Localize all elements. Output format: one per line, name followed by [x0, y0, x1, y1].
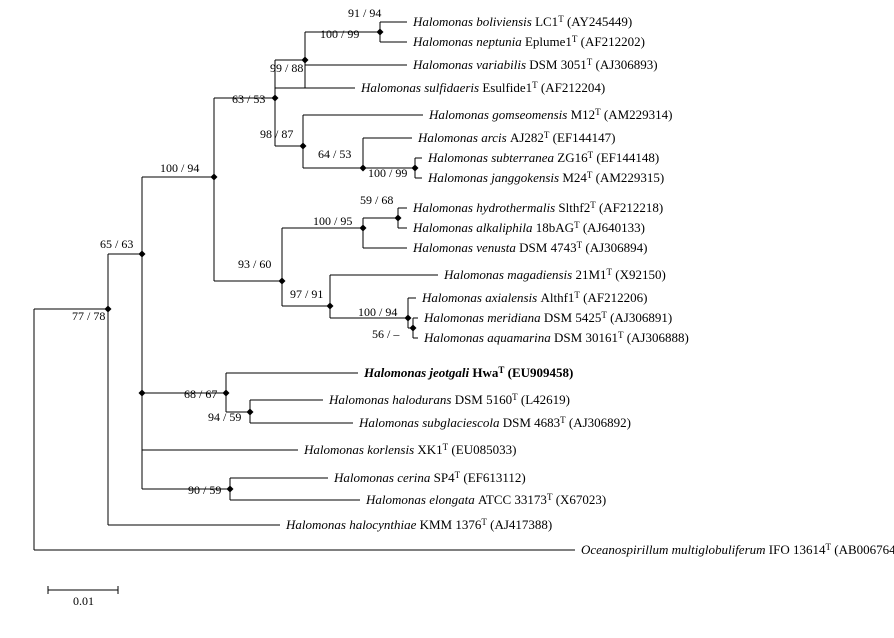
taxon-subterranea: Halomonas subterranea ZG16T (EF144148)	[427, 150, 659, 165]
bootstrap-label: 63 / 53	[232, 92, 265, 106]
taxon-halodurans: Halomonas halodurans DSM 5160T (L42619)	[328, 392, 570, 407]
taxon-gomseomensis: Halomonas gomseomensis M12T (AM229314)	[428, 107, 672, 122]
taxon-meridiana: Halomonas meridiana DSM 5425T (AJ306891)	[423, 310, 672, 325]
taxon-variabilis: Halomonas variabilis DSM 3051T (AJ306893…	[412, 57, 658, 72]
taxon-halocynthiae: Halomonas halocynthiae KMM 1376T (AJ4173…	[285, 517, 552, 532]
scale-bar-label: 0.01	[73, 594, 94, 608]
bootstrap-label: 64 / 53	[318, 147, 351, 161]
bootstrap-label: 68 / 67	[184, 387, 217, 401]
bootstrap-label: 100 / 99	[320, 27, 359, 41]
bootstrap-label: 90 / 59	[188, 483, 221, 497]
bootstrap-label: 93 / 60	[238, 257, 271, 271]
taxon-magadiensis: Halomonas magadiensis 21M1T (X92150)	[443, 267, 666, 282]
bootstrap-label: 77 / 78	[72, 309, 105, 323]
taxon-elongata: Halomonas elongata ATCC 33173T (X67023)	[365, 492, 606, 507]
taxon-subglaciescola: Halomonas subglaciescola DSM 4683T (AJ30…	[358, 415, 631, 430]
taxon-cerina: Halomonas cerina SP4T (EF613112)	[333, 470, 526, 485]
bootstrap-label: 65 / 63	[100, 237, 133, 251]
taxon-alkaliphila: Halomonas alkaliphila 18bAGT (AJ640133)	[412, 220, 645, 235]
taxon-janggokensis: Halomonas janggokensis M24T (AM229315)	[427, 170, 664, 185]
bootstrap-label: 97 / 91	[290, 287, 323, 301]
taxon-boliviensis: Halomonas boliviensis LC1T (AY245449)	[412, 14, 632, 29]
bootstrap-label: 56 / –	[372, 327, 400, 341]
taxon-aquamarina: Halomonas aquamarina DSM 30161T (AJ30688…	[423, 330, 689, 345]
bootstrap-label: 98 / 87	[260, 127, 293, 141]
taxon-korlensis: Halomonas korlensis XK1T (EU085033)	[303, 442, 516, 457]
bootstrap-label: 100 / 94	[358, 305, 397, 319]
bootstrap-label: 100 / 99	[368, 166, 407, 180]
bootstrap-label: 94 / 59	[208, 410, 241, 424]
taxon-sulfidaeris: Halomonas sulfidaeris Esulfide1T (AF2122…	[360, 80, 605, 95]
taxon-neptunia: Halomonas neptunia Eplume1T (AF212202)	[412, 34, 645, 49]
taxon-oceanospirillum: Oceanospirillum multiglobuliferum IFO 13…	[581, 542, 894, 557]
taxon-hydrothermalis: Halomonas hydrothermalis Slthf2T (AF2122…	[412, 200, 663, 215]
bootstrap-label: 59 / 68	[360, 193, 393, 207]
bootstrap-label: 99 / 88	[270, 61, 303, 75]
taxon-venusta: Halomonas venusta DSM 4743T (AJ306894)	[412, 240, 647, 255]
bootstrap-label: 100 / 94	[160, 161, 199, 175]
bootstrap-label: 91 / 94	[348, 6, 381, 20]
taxon-axialensis: Halomonas axialensis Althf1T (AF212206)	[421, 290, 647, 305]
taxon-jeotgali: Halomonas jeotgali HwaT (EU909458)	[363, 365, 573, 380]
taxon-arcis: Halomonas arcis AJ282T (EF144147)	[417, 130, 616, 145]
phylogenetic-tree: Halomonas boliviensis LC1T (AY245449) Hal…	[0, 0, 894, 638]
bootstrap-label: 100 / 95	[313, 214, 352, 228]
